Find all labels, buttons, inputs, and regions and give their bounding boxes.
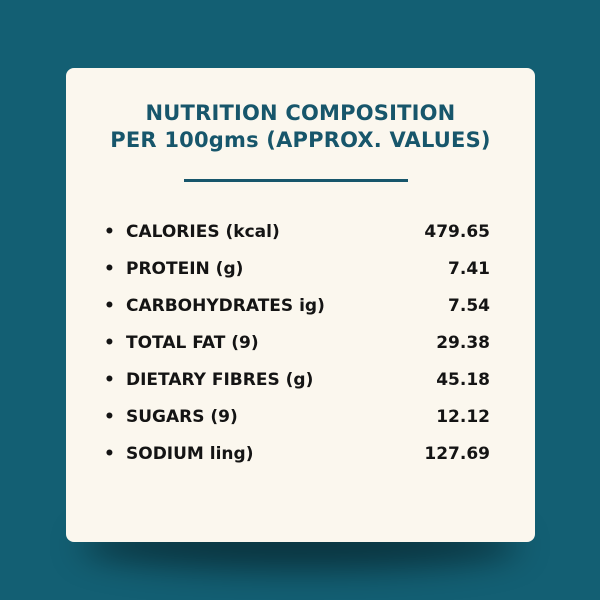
nutrition-heading: NUTRITION COMPOSITION PER 100gms (APPROX… — [66, 100, 535, 154]
heading-line-2: PER 100gms (APPROX. VALUES) — [110, 128, 491, 152]
nutrient-name: TOTAL FAT (9) — [126, 332, 259, 353]
nutrient-name: SUGARS (9) — [126, 406, 238, 427]
nutrient-row-protein: • PROTEIN (g) 7.41 — [104, 250, 490, 287]
nutrient-row-sodium: • SODIUM ling) 127.69 — [104, 435, 490, 472]
nutrient-value: 7.41 — [448, 258, 490, 279]
nutrient-row-carbohydrates: • CARBOHYDRATES ig) 7.54 — [104, 287, 490, 324]
bullet-dot-icon: • — [104, 332, 115, 353]
nutrient-value: 29.38 — [436, 332, 490, 353]
nutrient-name: PROTEIN (g) — [126, 258, 244, 279]
nutrient-name: CALORIES (kcal) — [126, 221, 280, 242]
bullet-dot-icon: • — [104, 221, 115, 242]
nutrient-name: SODIUM ling) — [126, 443, 254, 464]
bullet-dot-icon: • — [104, 258, 115, 279]
nutrient-list: • CALORIES (kcal) 479.65 • PROTEIN (g) 7… — [104, 213, 490, 472]
nutrient-row-sugars: • SUGARS (9) 12.12 — [104, 398, 490, 435]
nutrient-value: 479.65 — [424, 221, 490, 242]
bullet-dot-icon: • — [104, 443, 115, 464]
nutrient-value: 127.69 — [424, 443, 490, 464]
nutrient-row-dietary-fibres: • DIETARY FIBRES (g) 45.18 — [104, 361, 490, 398]
bullet-dot-icon: • — [104, 369, 115, 390]
heading-divider — [184, 179, 408, 182]
bullet-dot-icon: • — [104, 406, 115, 427]
nutrient-name: CARBOHYDRATES ig) — [126, 295, 325, 316]
nutrition-card: NUTRITION COMPOSITION PER 100gms (APPROX… — [66, 68, 535, 542]
nutrient-name: DIETARY FIBRES (g) — [126, 369, 314, 390]
nutrient-value: 7.54 — [448, 295, 490, 316]
nutrient-value: 45.18 — [436, 369, 490, 390]
bullet-dot-icon: • — [104, 295, 115, 316]
nutrient-row-total-fat: • TOTAL FAT (9) 29.38 — [104, 324, 490, 361]
nutrient-row-calories: • CALORIES (kcal) 479.65 — [104, 213, 490, 250]
heading-line-1: NUTRITION COMPOSITION — [145, 101, 456, 125]
nutrient-value: 12.12 — [436, 406, 490, 427]
